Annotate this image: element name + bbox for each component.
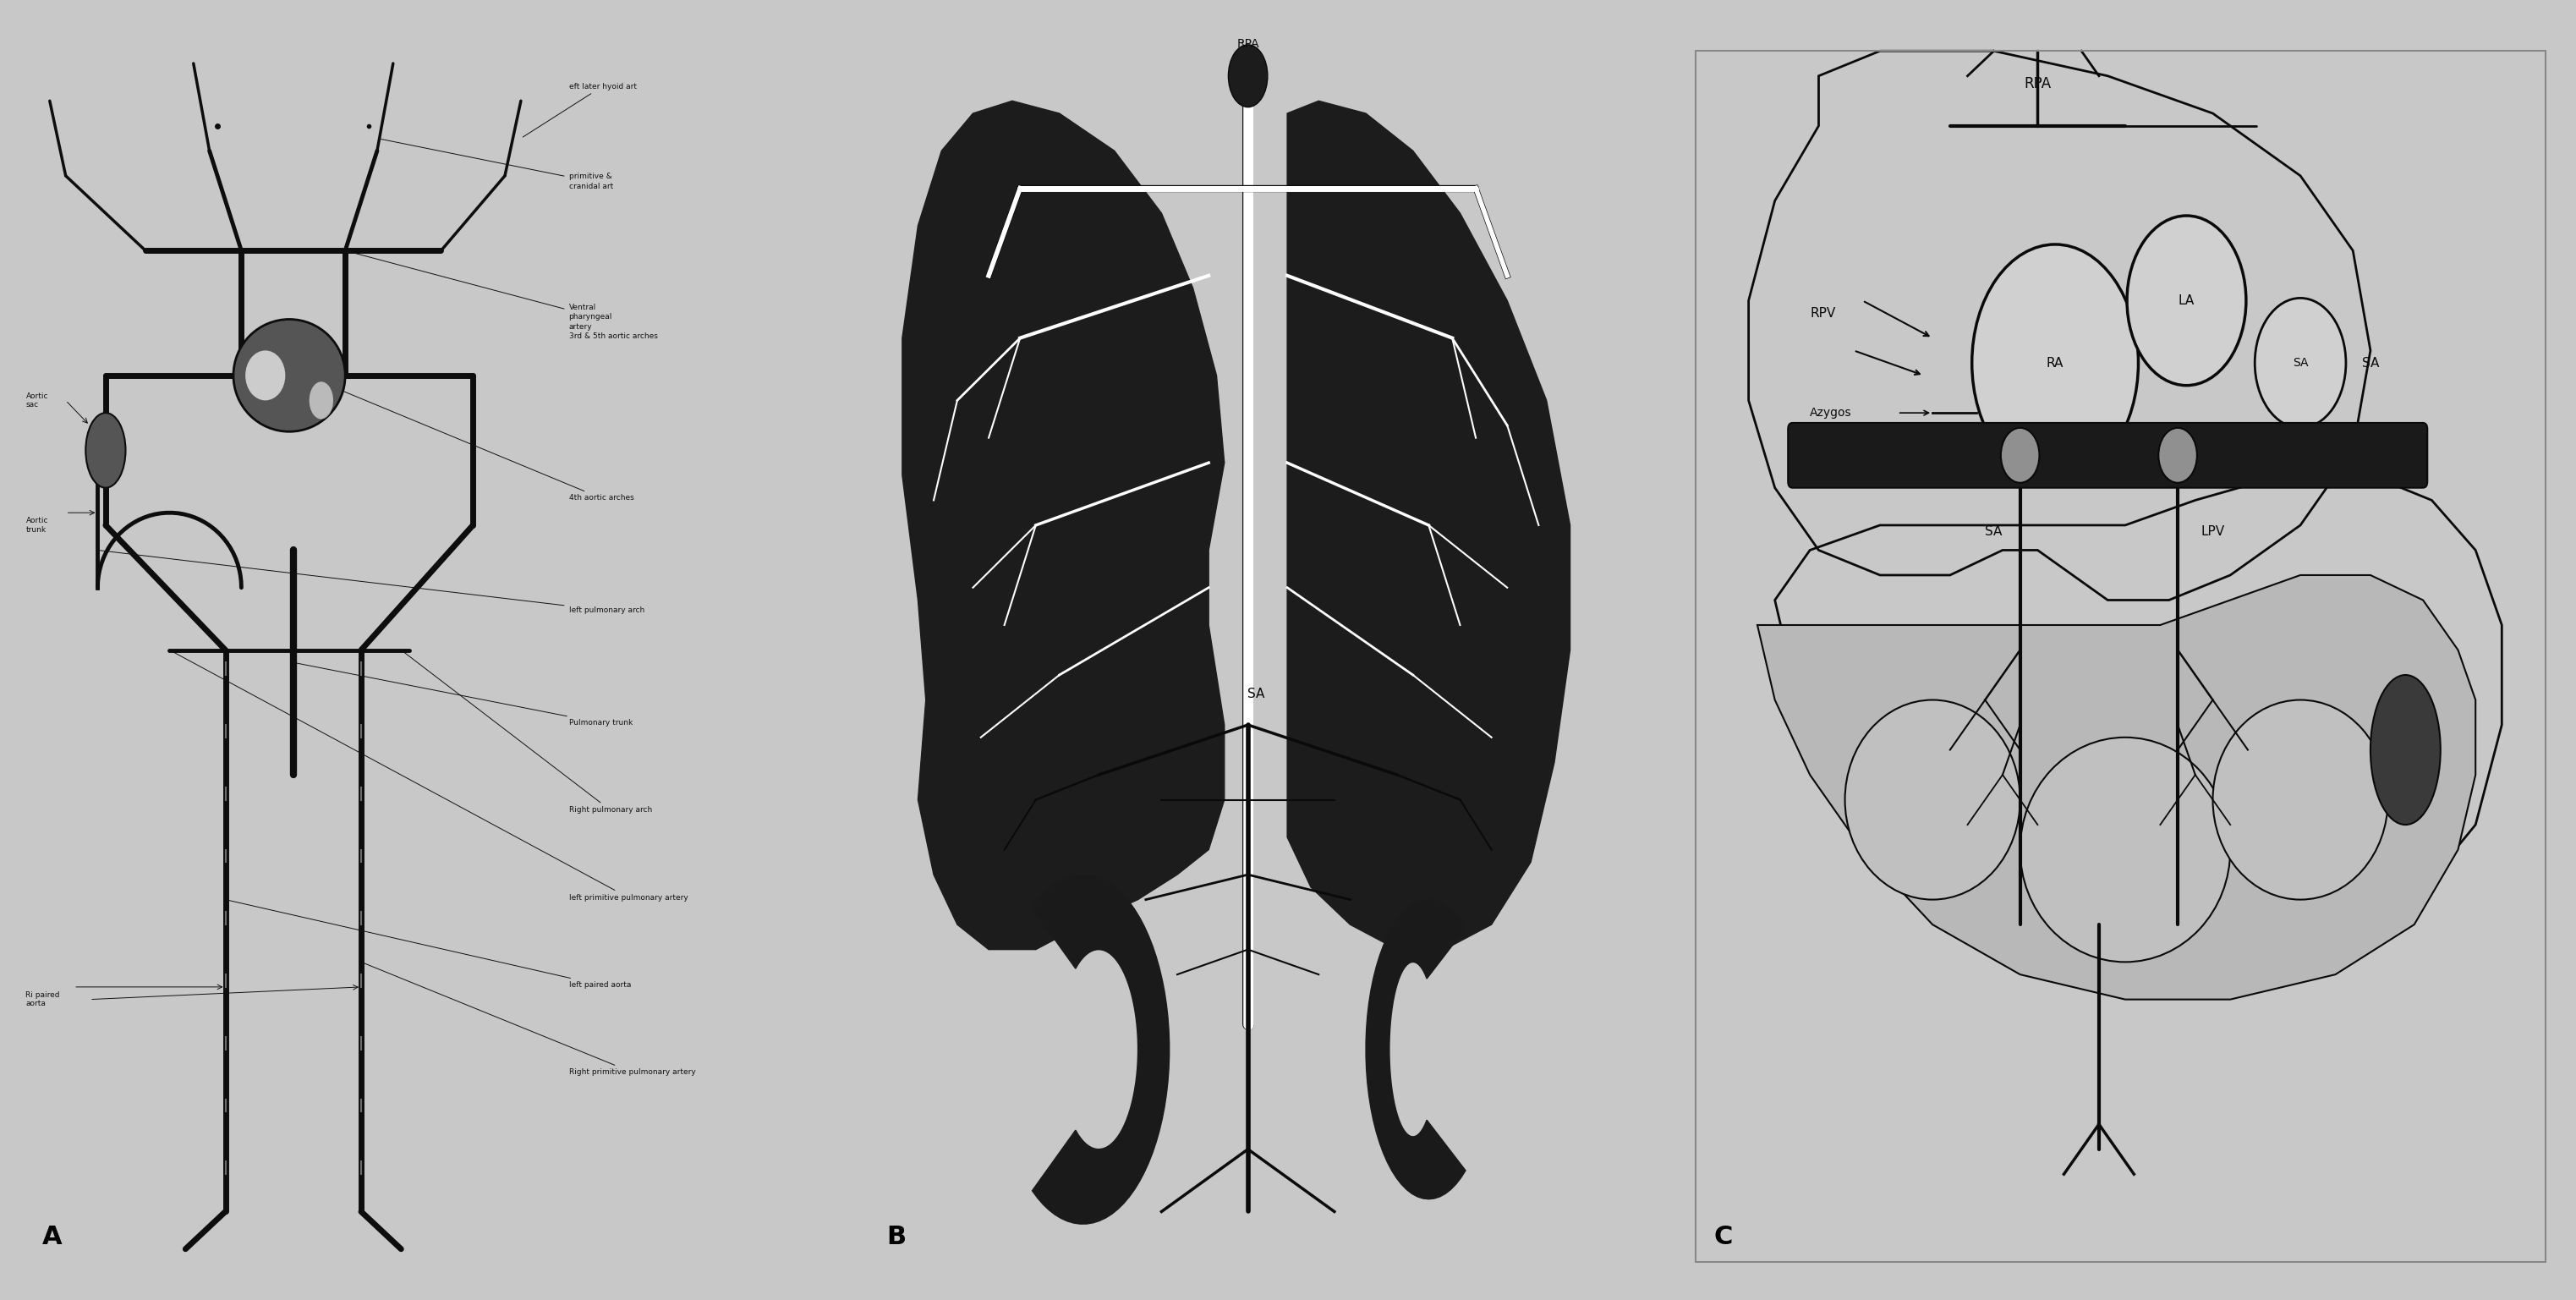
Text: C: C xyxy=(1713,1225,1734,1249)
Ellipse shape xyxy=(2370,675,2439,824)
Text: RPA: RPA xyxy=(1236,39,1260,51)
Text: SA: SA xyxy=(2293,358,2308,369)
FancyBboxPatch shape xyxy=(1788,423,2427,488)
Ellipse shape xyxy=(2020,737,2231,962)
Circle shape xyxy=(1229,44,1267,107)
Circle shape xyxy=(2159,428,2197,482)
Text: RPV: RPV xyxy=(1811,307,1837,320)
Text: RPA: RPA xyxy=(2025,75,2050,91)
Ellipse shape xyxy=(85,413,126,488)
Text: eft later hyoid art: eft later hyoid art xyxy=(523,82,636,136)
Polygon shape xyxy=(902,101,1224,949)
Polygon shape xyxy=(1033,875,1170,1225)
Text: RA: RA xyxy=(2045,356,2063,369)
Ellipse shape xyxy=(234,320,345,432)
Polygon shape xyxy=(1365,900,1466,1199)
Text: Right pulmonary arch: Right pulmonary arch xyxy=(402,651,652,814)
Text: Ventral
pharyngeal
artery
3rd & 5th aortic arches: Ventral pharyngeal artery 3rd & 5th aort… xyxy=(348,251,657,339)
Polygon shape xyxy=(1757,575,2476,1000)
Ellipse shape xyxy=(245,351,286,400)
Text: Aortic
trunk: Aortic trunk xyxy=(26,517,49,533)
Text: Aortic
sac: Aortic sac xyxy=(26,393,49,408)
Circle shape xyxy=(2002,428,2040,482)
Text: SA: SA xyxy=(1986,525,2002,538)
Text: Right primitive pulmonary artery: Right primitive pulmonary artery xyxy=(363,963,696,1076)
Text: 4th aortic arches: 4th aortic arches xyxy=(307,376,634,502)
Text: left pulmonary arch: left pulmonary arch xyxy=(100,550,644,615)
Circle shape xyxy=(2254,298,2347,428)
Circle shape xyxy=(1971,244,2138,481)
Text: Ri paired
aorta: Ri paired aorta xyxy=(26,991,59,1008)
Text: left primitive pulmonary artery: left primitive pulmonary artery xyxy=(173,651,688,901)
Text: LPV: LPV xyxy=(2200,525,2226,538)
Text: SA: SA xyxy=(1247,688,1265,699)
Text: SA: SA xyxy=(2362,356,2378,369)
Text: left paired aorta: left paired aorta xyxy=(227,900,631,989)
Ellipse shape xyxy=(309,382,332,419)
Ellipse shape xyxy=(2213,699,2388,900)
Text: Pulmonary trunk: Pulmonary trunk xyxy=(296,663,634,727)
Polygon shape xyxy=(1288,101,1569,949)
Circle shape xyxy=(2128,216,2246,385)
Text: Azygos: Azygos xyxy=(1811,407,1852,419)
Text: primitive &
cranidal art: primitive & cranidal art xyxy=(379,139,613,190)
Text: B: B xyxy=(886,1225,907,1249)
Ellipse shape xyxy=(1844,699,2020,900)
Text: LA: LA xyxy=(2179,294,2195,307)
Text: A: A xyxy=(41,1225,62,1249)
